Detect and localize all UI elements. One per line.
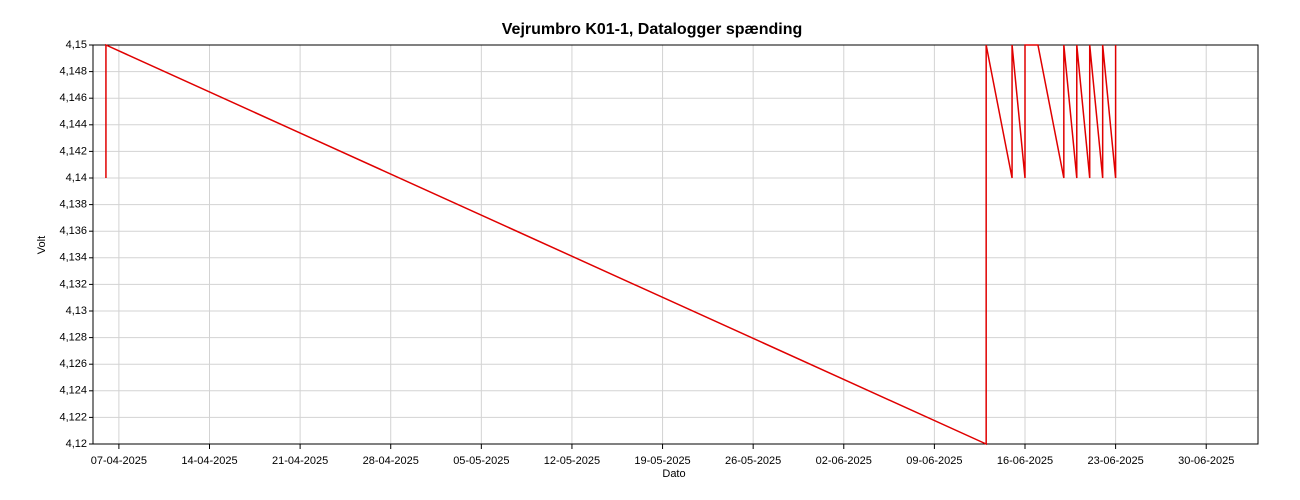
x-tick-label: 12-05-2025 [544, 455, 600, 467]
y-tick-label: 4,146 [59, 92, 87, 104]
y-tick-label: 4,128 [59, 332, 87, 344]
y-tick-label: 4,148 [59, 66, 87, 78]
x-tick-label: 07-04-2025 [91, 455, 147, 467]
y-tick-label: 4,144 [59, 119, 87, 131]
y-tick-label: 4,12 [66, 438, 87, 450]
x-tick-label: 30-06-2025 [1178, 455, 1234, 467]
y-tick-label: 4,142 [59, 145, 87, 157]
y-tick-label: 4,122 [59, 411, 87, 423]
x-tick-label: 21-04-2025 [272, 455, 328, 467]
y-tick-label: 4,124 [59, 385, 87, 397]
y-tick-label: 4,14 [66, 172, 87, 184]
y-tick-label: 4,134 [59, 252, 87, 264]
x-axis-label: Dato [662, 468, 685, 480]
data-line [105, 43, 1117, 446]
x-tick-label: 19-05-2025 [634, 455, 690, 467]
x-tick-label: 28-04-2025 [363, 455, 419, 467]
x-tick-label: 16-06-2025 [997, 455, 1053, 467]
chart-title: Vejrumbro K01-1, Datalogger spænding [502, 21, 803, 38]
x-tick-label: 26-05-2025 [725, 455, 781, 467]
y-tick-label: 4,13 [66, 305, 87, 317]
y-tick-label: 4,126 [59, 358, 87, 370]
y-tick-label: 4,136 [59, 225, 87, 237]
y-axis-label: Volt [36, 236, 48, 254]
y-tick-label: 4,15 [66, 39, 87, 51]
x-tick-label: 23-06-2025 [1087, 455, 1143, 467]
y-tick-label: 4,132 [59, 278, 87, 290]
x-tick-label: 09-06-2025 [906, 455, 962, 467]
x-tick-label: 02-06-2025 [816, 455, 872, 467]
y-tick-label: 4,138 [59, 199, 87, 211]
x-tick-label: 05-05-2025 [453, 455, 509, 467]
plot-frame [92, 44, 1259, 445]
x-tick-label: 14-04-2025 [181, 455, 237, 467]
